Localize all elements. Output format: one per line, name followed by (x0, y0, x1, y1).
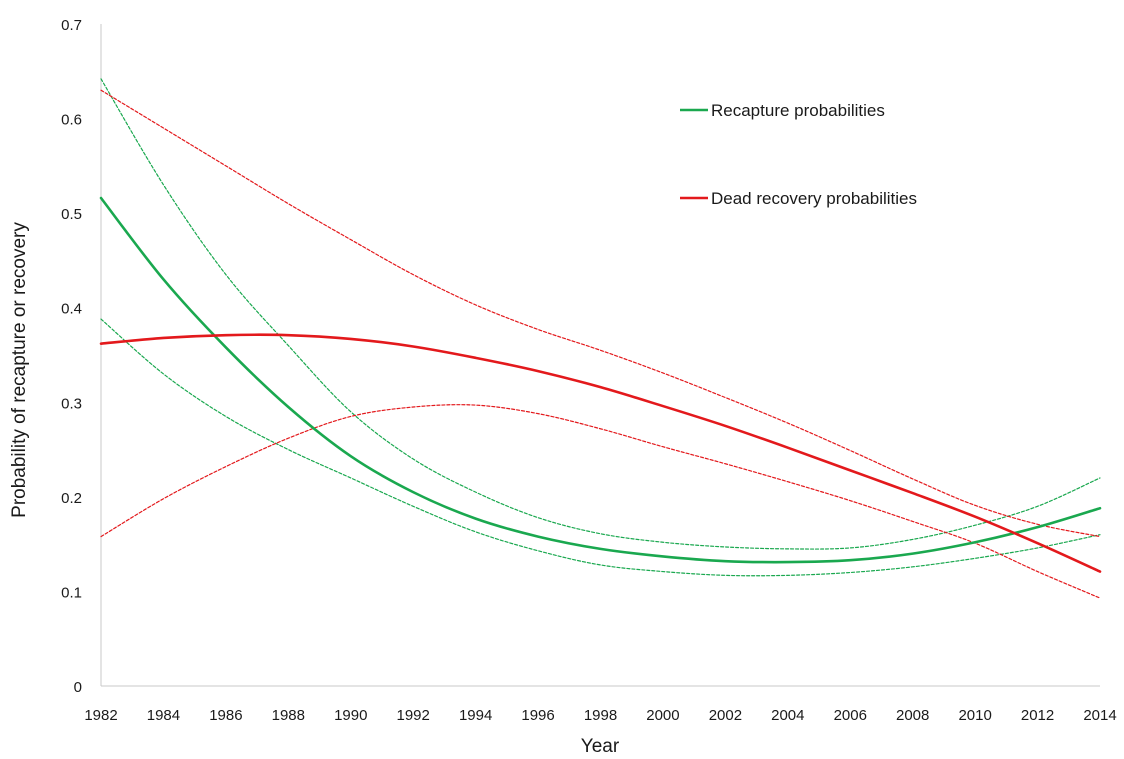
x-tick-label: 1984 (147, 707, 180, 724)
dead-recovery-ci-line (100, 404, 1101, 599)
x-tick-label: 1992 (397, 707, 430, 724)
x-tick-label: 2008 (896, 707, 929, 724)
legend: Recapture probabilities Dead recovery pro… (680, 101, 917, 208)
y-tick-label: 0.3 (61, 395, 82, 412)
recapture-line (99, 196, 1102, 564)
x-tick-label: 2004 (771, 707, 804, 724)
x-tick-label: 1986 (209, 707, 242, 724)
recapture-ci-line (100, 318, 1101, 577)
dead-recovery-ci-line (100, 89, 1101, 538)
x-tick-label: 2002 (709, 707, 742, 724)
y-tick-label: 0.2 (61, 490, 82, 507)
y-axis-title: Probability of recapture or recovery (9, 222, 30, 518)
x-tick-label: 1988 (272, 707, 305, 724)
recapture-ci-line (100, 78, 1101, 550)
legend-label: Dead recovery probabilities (711, 189, 917, 208)
x-tick-label: 2012 (1021, 707, 1054, 724)
x-tick-label: 1996 (521, 707, 554, 724)
x-tick-label: 2014 (1083, 707, 1116, 724)
y-tick-label: 0.5 (61, 206, 82, 223)
x-tick-label: 1990 (334, 707, 367, 724)
series-layer (99, 78, 1102, 599)
x-tick-label: 1998 (584, 707, 617, 724)
axes-layer: 0 0.1 0.2 0.3 0.4 0.5 0.6 0.7 1982 1984 1986 1988 19… (61, 17, 1117, 724)
x-axis-title: Year (581, 736, 620, 757)
x-tick-label: 2006 (834, 707, 867, 724)
x-tick-label: 2010 (958, 707, 991, 724)
dead-recovery-line (99, 333, 1102, 573)
x-tick-label: 1994 (459, 707, 492, 724)
y-tick-label: 0.7 (61, 17, 82, 34)
y-tick-label: 0.4 (61, 301, 82, 318)
y-tick-label: 0 (74, 679, 82, 696)
x-tick-label: 2000 (646, 707, 679, 724)
x-tick-label: 1982 (84, 707, 117, 724)
legend-label: Recapture probabilities (711, 101, 885, 120)
y-tick-label: 0.1 (61, 584, 82, 601)
y-tick-label: 0.6 (61, 112, 82, 129)
